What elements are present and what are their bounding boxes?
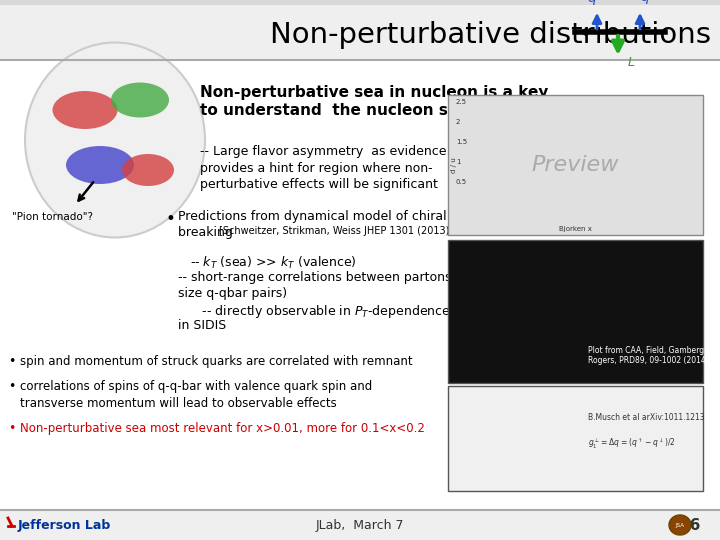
- Text: $g_1^{\perp}=\Delta q=(q^{\uparrow}-q^{\downarrow})/2$: $g_1^{\perp}=\Delta q=(q^{\uparrow}-q^{\…: [588, 437, 676, 451]
- Ellipse shape: [53, 91, 117, 129]
- Text: 1.5: 1.5: [456, 139, 467, 145]
- Text: to understand  the nucleon structure: to understand the nucleon structure: [200, 103, 518, 118]
- FancyBboxPatch shape: [0, 510, 720, 540]
- Text: Plot from CAA, Field, Gamberg,
Rogers, PRD89, 09-1002 (2014): Plot from CAA, Field, Gamberg, Rogers, P…: [588, 346, 709, 366]
- Text: 2: 2: [456, 119, 460, 125]
- Text: •: •: [8, 380, 15, 393]
- Text: d / u: d / u: [451, 157, 456, 173]
- Text: Non-perturbative distributions: Non-perturbative distributions: [270, 21, 711, 49]
- Text: $q$: $q$: [587, 0, 597, 7]
- Text: -- directly observable in $P_T$-dependence of hadrons: -- directly observable in $P_T$-dependen…: [190, 303, 521, 320]
- Ellipse shape: [111, 83, 169, 118]
- Text: perturbative effects will be significant: perturbative effects will be significant: [200, 178, 438, 191]
- Text: -- $k_T$ (sea) >> $k_T$ (valence): -- $k_T$ (sea) >> $k_T$ (valence): [190, 255, 356, 271]
- Text: $\bar{d} > \bar{u}$: $\bar{d} > \bar{u}$: [468, 143, 500, 159]
- Ellipse shape: [669, 515, 691, 535]
- FancyBboxPatch shape: [448, 240, 703, 383]
- Text: Non-perturbative sea most relevant for x>0.01, more for 0.1<x<0.2: Non-perturbative sea most relevant for x…: [20, 422, 425, 435]
- Text: •: •: [165, 210, 175, 228]
- Text: JSA: JSA: [675, 523, 685, 528]
- Text: 0.5: 0.5: [456, 179, 467, 186]
- Text: Predictions from dynamical model of chiral symmetry: Predictions from dynamical model of chir…: [178, 210, 514, 223]
- FancyBboxPatch shape: [448, 386, 703, 491]
- Text: provides a hint for region where non-: provides a hint for region where non-: [200, 162, 433, 175]
- Text: -- short-range correlations between partons (small-: -- short-range correlations between part…: [178, 271, 498, 284]
- Text: 2.5: 2.5: [456, 99, 467, 105]
- Text: transverse momentum will lead to observable effects: transverse momentum will lead to observa…: [20, 397, 337, 410]
- Text: in SIDIS: in SIDIS: [178, 319, 226, 332]
- Text: breaking: breaking: [178, 226, 237, 239]
- Text: •: •: [8, 355, 15, 368]
- Text: $\bar{q}$: $\bar{q}$: [640, 0, 650, 7]
- Text: •: •: [8, 422, 15, 435]
- Text: correlations of spins of q-q-bar with valence quark spin and: correlations of spins of q-q-bar with va…: [20, 380, 372, 393]
- Text: [Schweitzer, Strikman, Weiss JHEP 1301 (2013) 163]: [Schweitzer, Strikman, Weiss JHEP 1301 (…: [219, 226, 474, 236]
- Ellipse shape: [122, 154, 174, 186]
- Text: "Pion tornado"?: "Pion tornado"?: [12, 212, 93, 222]
- FancyBboxPatch shape: [0, 5, 720, 60]
- Ellipse shape: [25, 43, 205, 238]
- Text: -- Large flavor asymmetry  as evidence: -- Large flavor asymmetry as evidence: [200, 145, 446, 158]
- Text: spin and momentum of struck quarks are correlated with remnant: spin and momentum of struck quarks are c…: [20, 355, 413, 368]
- Text: Bjorken x: Bjorken x: [559, 226, 592, 232]
- Text: size q-qbar pairs): size q-qbar pairs): [178, 287, 287, 300]
- Text: 36: 36: [679, 517, 700, 532]
- FancyBboxPatch shape: [0, 5, 720, 510]
- Text: 1: 1: [456, 159, 460, 165]
- Text: Non-perturbative sea in nucleon is a key: Non-perturbative sea in nucleon is a key: [200, 85, 549, 100]
- Text: Jefferson Lab: Jefferson Lab: [18, 518, 112, 531]
- Ellipse shape: [66, 146, 134, 184]
- Text: JLab,  March 7: JLab, March 7: [316, 518, 404, 531]
- FancyBboxPatch shape: [448, 94, 703, 235]
- Text: B.Musch et al arXiv:1011.1213: B.Musch et al arXiv:1011.1213: [588, 413, 705, 422]
- Text: $L$: $L$: [627, 56, 635, 69]
- Text: Preview: Preview: [532, 154, 619, 175]
